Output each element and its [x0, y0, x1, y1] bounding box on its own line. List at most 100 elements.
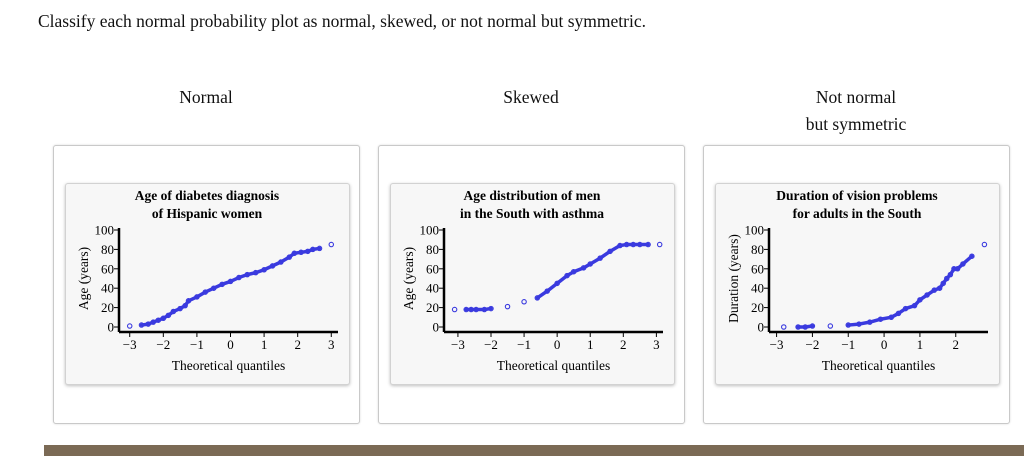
x-tick-label: 2: [294, 337, 301, 352]
data-point: [177, 305, 183, 312]
data-point: [845, 322, 852, 328]
data-point: [795, 324, 801, 330]
data-point: [473, 306, 479, 313]
data-point: [170, 308, 177, 315]
y-tick-label: 80: [751, 242, 764, 257]
data-point: [564, 272, 570, 279]
probability-plot: Age of diabetes diagnosis of Hispanic wom…: [76, 188, 338, 373]
x-tick-label: 2: [953, 337, 960, 352]
data-point: [637, 241, 643, 248]
chart-title: Age distribution of men: [464, 188, 601, 203]
draggable-plot-card[interactable]: Age of diabetes diagnosis of Hispanic wom…: [65, 183, 350, 385]
chart-title: for adults in the South: [793, 206, 922, 221]
y-tick-label: 40: [751, 281, 764, 296]
chart-title: Duration of vision problems: [776, 188, 937, 203]
data-point: [269, 263, 276, 269]
data-point: [451, 306, 458, 313]
data-point: [328, 241, 335, 248]
x-tick-label: −1: [841, 337, 855, 352]
data-point: [210, 285, 217, 291]
x-tick-label: −2: [484, 337, 498, 352]
dropzone-normal[interactable]: Age of diabetes diagnosis of Hispanic wom…: [53, 145, 360, 424]
y-tick-label: 60: [426, 261, 439, 276]
x-axis-label: Theoretical quantiles: [497, 358, 611, 373]
x-axis-label: Theoretical quantiles: [172, 358, 286, 373]
data-point: [809, 323, 816, 329]
data-point: [554, 280, 560, 287]
data-point: [888, 314, 895, 321]
column-label-skewed: Skewed: [378, 84, 684, 111]
draggable-plot-card[interactable]: Duration of vision problems for adults in…: [715, 183, 1000, 385]
y-tick-label: 60: [751, 261, 764, 276]
data-point: [580, 265, 587, 271]
dropzone-not-normal-symmetric[interactable]: Duration of vision problems for adults in…: [703, 145, 1010, 424]
dropzone-skewed[interactable]: Age distribution of men in the South with…: [378, 145, 685, 424]
data-point: [145, 321, 151, 327]
y-tick-label: 100: [95, 223, 115, 238]
data-point: [623, 241, 630, 248]
data-point: [877, 316, 884, 322]
y-tick-label: 40: [426, 281, 439, 296]
x-tick-label: 2: [620, 337, 627, 352]
data-point: [781, 324, 787, 330]
data-point: [252, 269, 259, 276]
data-point: [944, 275, 950, 282]
column-label-not-normal-symmetric: Not normal but symmetric: [703, 84, 1009, 138]
x-tick-label: 0: [227, 337, 234, 352]
data-point: [981, 241, 988, 248]
data-point: [481, 306, 488, 313]
data-point: [227, 278, 234, 285]
draggable-plot-card[interactable]: Age distribution of men in the South with…: [390, 183, 675, 385]
probability-plot: Duration of vision problems for adults in…: [726, 188, 988, 373]
x-tick-label: −3: [451, 337, 465, 352]
data-point: [617, 242, 623, 249]
y-tick-label: 100: [420, 223, 440, 238]
y-axis-label: Age (years): [401, 247, 416, 310]
data-point: [802, 324, 809, 330]
y-tick-label: 0: [433, 320, 440, 335]
x-tick-label: 0: [881, 337, 888, 352]
data-point: [827, 323, 834, 329]
data-point: [924, 292, 930, 298]
data-point: [587, 261, 593, 267]
x-tick-label: 3: [653, 337, 660, 352]
data-point: [931, 287, 938, 293]
data-point: [947, 271, 954, 278]
column-label-normal: Normal: [53, 84, 359, 111]
column-label-line: Skewed: [503, 87, 559, 107]
data-point: [936, 285, 943, 291]
chart-title: in the South with asthma: [460, 206, 604, 221]
data-point: [155, 317, 162, 323]
data-point: [656, 241, 663, 248]
data-point: [534, 295, 541, 301]
data-point: [261, 267, 267, 273]
chart-title: Age of diabetes diagnosis: [135, 188, 279, 203]
data-point: [468, 306, 474, 313]
data-point: [286, 254, 293, 260]
data-point: [645, 241, 651, 248]
column-label-line: Normal: [179, 87, 233, 107]
question-text: Classify each normal probability plot as…: [38, 11, 646, 31]
y-tick-label: 40: [101, 281, 114, 296]
y-axis-label: Age (years): [76, 247, 91, 310]
data-trace: [803, 324, 815, 329]
x-tick-label: −2: [156, 337, 170, 352]
x-tick-label: 3: [328, 337, 335, 352]
x-axis-label: Theoretical quantiles: [822, 358, 936, 373]
data-point: [316, 245, 323, 252]
data-point: [150, 319, 156, 325]
chart-title: of Hispanic women: [152, 206, 263, 221]
y-tick-label: 0: [108, 320, 115, 335]
data-point: [969, 253, 975, 259]
data-point: [236, 274, 242, 281]
data-point: [867, 319, 873, 325]
y-tick-label: 60: [101, 261, 114, 276]
data-point: [951, 266, 957, 272]
data-point: [126, 323, 133, 329]
data-point: [630, 241, 636, 248]
data-point: [895, 310, 902, 317]
data-point: [165, 312, 172, 319]
data-point: [310, 246, 316, 253]
data-point: [954, 266, 961, 272]
column-label-line: Not normal: [815, 87, 897, 107]
